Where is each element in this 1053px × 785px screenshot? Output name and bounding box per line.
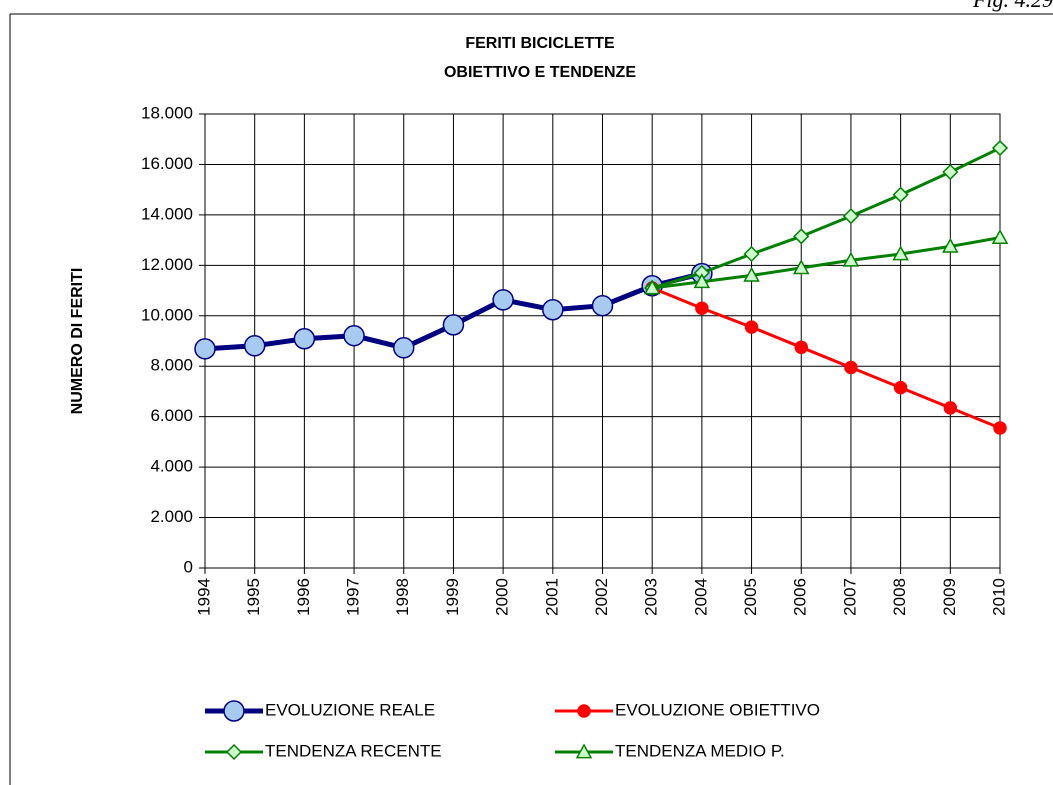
data-point: [943, 401, 958, 415]
series-line: [651, 286, 1001, 430]
data-point: [643, 279, 661, 295]
data-point: [744, 320, 759, 334]
y-tick-label: 8.000: [150, 356, 193, 375]
data-point: [792, 259, 810, 275]
x-tick-label: 2009: [940, 578, 959, 616]
x-tick-label: 2007: [840, 578, 859, 616]
x-tick-label: 2010: [989, 578, 1008, 616]
data-point: [542, 298, 564, 321]
data-point: [842, 208, 859, 225]
data-point: [844, 360, 858, 375]
x-tick-label: 1999: [443, 578, 462, 616]
y-tick-label: 14.000: [141, 204, 193, 223]
y-tick-label: 12.000: [141, 255, 193, 274]
x-tick-label: 1997: [344, 578, 363, 616]
x-tick-label: 1998: [393, 578, 412, 616]
x-tick-label: 1995: [244, 578, 263, 616]
x-tick-label: 2002: [592, 578, 611, 616]
x-tick-label: 1994: [194, 578, 213, 616]
data-point: [892, 245, 909, 261]
legend-marker: [223, 700, 245, 722]
chart-title: FERITI BICICLETTE: [465, 35, 615, 52]
data-point: [793, 228, 810, 245]
x-tick-label: 2000: [493, 578, 512, 616]
legend-label: EVOLUZIONE REALE: [265, 700, 435, 719]
data-point: [393, 337, 415, 359]
legend-label: EVOLUZIONE OBIETTIVO: [615, 700, 820, 719]
y-tick-label: 2.000: [150, 507, 193, 526]
data-point: [492, 289, 514, 311]
data-point: [591, 294, 614, 317]
legend-marker: [575, 743, 593, 759]
y-tick-label: 6.000: [150, 406, 193, 425]
y-tick-label: 16.000: [141, 154, 193, 173]
data-point: [293, 327, 316, 350]
series-line: [651, 146, 1001, 290]
x-tick-label: 2004: [691, 578, 710, 616]
y-tick-label: 0: [184, 557, 193, 576]
x-tick-label: 2005: [741, 578, 760, 616]
legend-label: TENDENZA RECENTE: [265, 741, 442, 760]
legend-marker: [225, 743, 243, 761]
x-tick-label: 2008: [890, 578, 909, 616]
legend-label: TENDENZA MEDIO P.: [615, 741, 785, 760]
data-point: [243, 335, 266, 357]
data-point: [942, 163, 959, 181]
x-tick-label: 1996: [294, 578, 313, 616]
x-tick-label: 2006: [791, 578, 810, 616]
data-point: [842, 251, 860, 267]
data-point: [794, 340, 808, 355]
data-point: [743, 266, 760, 282]
chart-title: OBIETTIVO E TENDENZE: [444, 64, 636, 81]
annotation: Fig. 4.29: [972, 0, 1053, 12]
data-point: [693, 273, 711, 289]
data-point: [695, 301, 709, 315]
data-point: [743, 245, 760, 263]
data-point: [993, 421, 1007, 435]
legend-marker: [577, 704, 591, 718]
data-point: [942, 237, 959, 253]
data-point: [991, 229, 1009, 244]
x-tick-label: 2003: [642, 578, 661, 616]
data-point: [343, 324, 365, 347]
y-tick-label: 10.000: [141, 305, 193, 324]
data-point: [892, 186, 909, 203]
y-tick-label: 4.000: [150, 457, 193, 476]
x-tick-label: 2001: [542, 578, 561, 616]
y-axis-label: NUMERO DI FERITI: [69, 268, 86, 415]
data-point: [194, 338, 216, 360]
y-tick-label: 18.000: [141, 103, 193, 122]
data-point: [893, 380, 908, 395]
data-point: [442, 314, 465, 336]
data-point: [991, 139, 1009, 157]
series-line: [651, 236, 1001, 290]
